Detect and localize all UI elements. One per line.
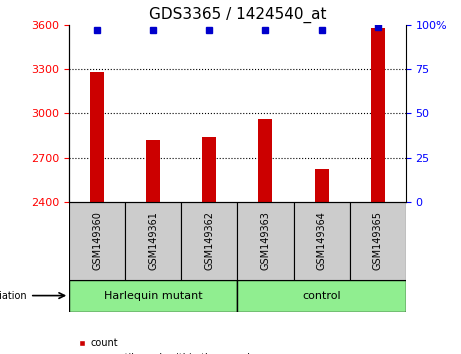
Bar — [125, 202, 181, 280]
Title: GDS3365 / 1424540_at: GDS3365 / 1424540_at — [148, 7, 326, 23]
Bar — [69, 202, 125, 280]
Bar — [371, 28, 384, 202]
Bar — [314, 169, 329, 202]
Text: GSM149365: GSM149365 — [372, 211, 383, 270]
Bar — [146, 140, 160, 202]
Text: GSM149361: GSM149361 — [148, 211, 158, 270]
Bar — [259, 119, 272, 202]
Text: GSM149363: GSM149363 — [260, 211, 271, 270]
Bar — [237, 280, 406, 312]
Bar — [202, 137, 216, 202]
Text: GSM149362: GSM149362 — [204, 211, 214, 270]
Text: control: control — [302, 291, 341, 301]
Bar — [294, 202, 349, 280]
Bar — [181, 202, 237, 280]
Text: genotype/variation: genotype/variation — [0, 291, 27, 301]
Legend: count, percentile rank within the sample: count, percentile rank within the sample — [74, 334, 260, 354]
Bar — [69, 280, 237, 312]
Bar — [237, 202, 294, 280]
Text: GSM149364: GSM149364 — [317, 211, 326, 270]
Text: Harlequin mutant: Harlequin mutant — [104, 291, 202, 301]
Bar — [90, 72, 104, 202]
Bar — [349, 202, 406, 280]
Text: GSM149360: GSM149360 — [92, 211, 102, 270]
